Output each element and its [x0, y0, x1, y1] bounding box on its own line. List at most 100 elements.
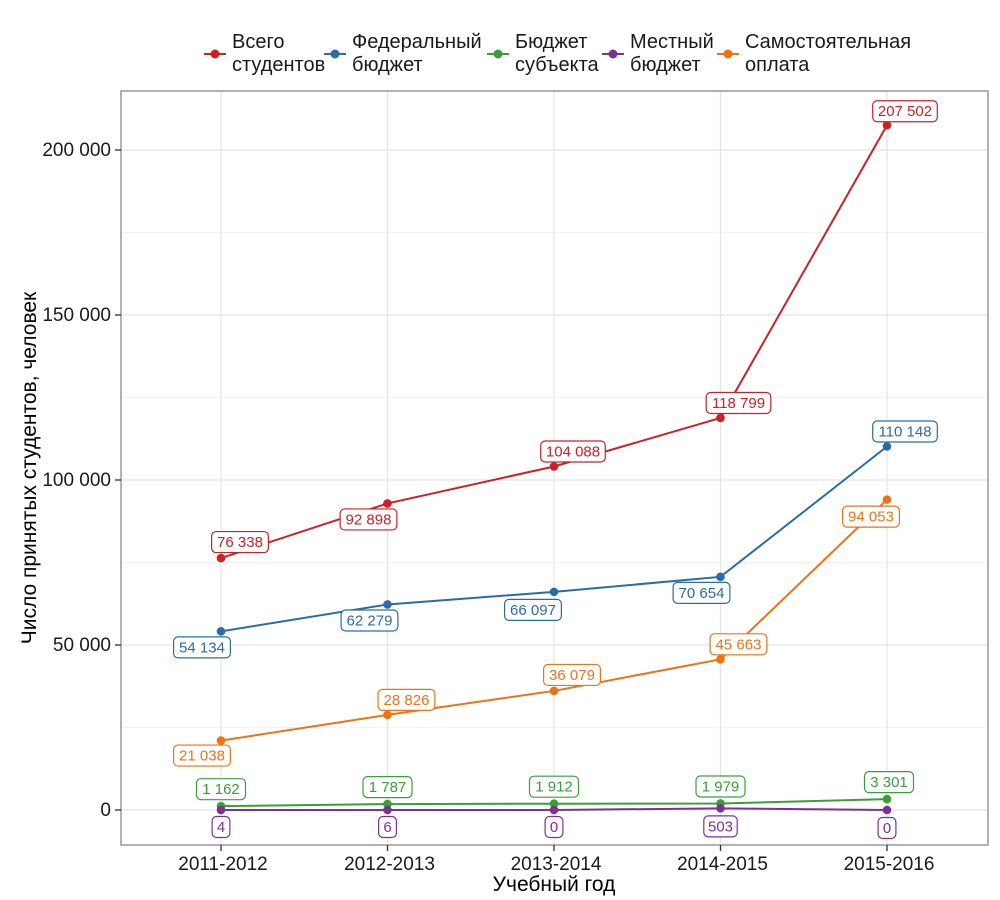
data-label-group: 0	[877, 816, 897, 840]
data-point	[383, 499, 392, 508]
data-label-box	[528, 775, 580, 798]
data-point	[216, 736, 226, 745]
data-label-group: 76 338	[211, 530, 270, 554]
data-label-box	[841, 505, 900, 528]
x-tick-label: 2012-2013	[344, 854, 435, 875]
data-label-box	[340, 609, 399, 632]
data-point	[549, 587, 559, 597]
data-label-box	[173, 636, 232, 659]
data-label-group: 1 787	[362, 776, 413, 799]
legend-label-line1: Бюджет	[515, 31, 587, 53]
data-point	[216, 627, 226, 636]
data-point	[716, 572, 725, 582]
data-label: 1 912	[535, 779, 573, 796]
data-label-box	[709, 633, 768, 656]
data-label-box	[339, 508, 398, 531]
data-label: 3 301	[870, 774, 908, 791]
data-label: 4	[217, 819, 225, 836]
data-label-box	[872, 420, 938, 443]
data-label-group: 54 134	[173, 636, 232, 659]
x-tick-label: 2015-2016	[844, 854, 935, 875]
data-label-box	[703, 815, 738, 838]
data-label: 503	[708, 818, 733, 835]
data-point	[383, 805, 392, 815]
data-point	[882, 442, 892, 451]
y-tick-label: 200 000	[42, 140, 111, 161]
data-point	[716, 804, 725, 813]
data-label-group: 28 826	[377, 688, 436, 711]
data-label-group: 3 301	[863, 771, 915, 794]
legend-label-line1: Всего	[232, 31, 284, 53]
data-label-group: 104 088	[540, 440, 606, 463]
data-point	[549, 805, 559, 815]
data-label-group: 118 799	[705, 391, 772, 415]
legend-label-line2: бюджет	[352, 54, 423, 76]
x-axis-title: Учебный год	[493, 873, 616, 896]
data-point	[383, 600, 392, 609]
data-label-group: 62 279	[340, 609, 399, 632]
data-point	[549, 686, 559, 696]
data-label-box	[377, 688, 436, 711]
legend-key-point	[330, 49, 340, 59]
data-label-group: 1 979	[695, 775, 746, 798]
data-point	[716, 655, 725, 664]
data-label-box	[362, 776, 413, 799]
data-point	[216, 805, 226, 815]
data-label-group: 1 162	[195, 778, 247, 801]
legend-key-point	[723, 49, 733, 59]
legend-label-line2: бюджет	[630, 54, 701, 76]
legend-label-line2: оплата	[745, 54, 810, 76]
data-label-box	[540, 440, 606, 463]
data-label: 207 502	[878, 103, 932, 120]
data-label-box	[378, 815, 398, 839]
data-point	[383, 710, 392, 720]
legend-key-point	[493, 49, 503, 59]
legend-label-line1: Местный	[630, 31, 714, 53]
data-label: 0	[883, 820, 891, 837]
data-label: 0	[550, 819, 558, 836]
data-label-box	[863, 771, 915, 794]
data-point	[549, 799, 559, 808]
data-label-group: 45 663	[709, 633, 768, 656]
data-label-group: 36 079	[542, 663, 601, 687]
data-label-group: 70 654	[672, 581, 731, 604]
data-label: 45 663	[716, 636, 762, 653]
data-label-group: 66 097	[504, 598, 563, 621]
legend-key-point	[210, 49, 220, 59]
data-label: 94 053	[848, 509, 894, 526]
y-tick-label: 50 000	[53, 635, 111, 656]
data-label-box	[695, 775, 746, 798]
data-point	[549, 462, 559, 471]
data-label-box	[211, 530, 270, 554]
data-label: 54 134	[179, 639, 225, 656]
data-label: 1 787	[369, 779, 407, 796]
legend-label-line1: Самостоятельная	[745, 31, 911, 53]
data-label-group: 110 148	[872, 420, 938, 443]
data-label: 6	[383, 819, 391, 836]
data-label: 28 826	[384, 692, 430, 709]
data-point	[383, 799, 392, 809]
data-label-group: 4	[211, 815, 231, 839]
y-tick-label: 0	[100, 800, 111, 821]
data-label: 118 799	[712, 395, 765, 412]
data-label: 92 898	[346, 511, 392, 528]
legend-label-line2: субъекта	[515, 54, 600, 76]
data-label: 76 338	[217, 534, 263, 551]
data-label-box	[173, 744, 232, 767]
x-tick-label: 2014-2015	[677, 854, 768, 875]
data-label-box	[672, 581, 731, 604]
y-tick-label: 150 000	[42, 305, 111, 326]
data-label-group: 6	[378, 815, 398, 839]
legend-label-line1: Федеральный	[352, 31, 482, 53]
data-label-group: 94 053	[841, 505, 900, 528]
data-label-group: 1 912	[528, 775, 580, 798]
data-label-box	[542, 663, 601, 687]
data-label-box	[195, 778, 247, 801]
data-label-box	[705, 391, 772, 415]
data-label: 1 162	[202, 781, 240, 798]
data-label: 36 079	[549, 667, 595, 684]
